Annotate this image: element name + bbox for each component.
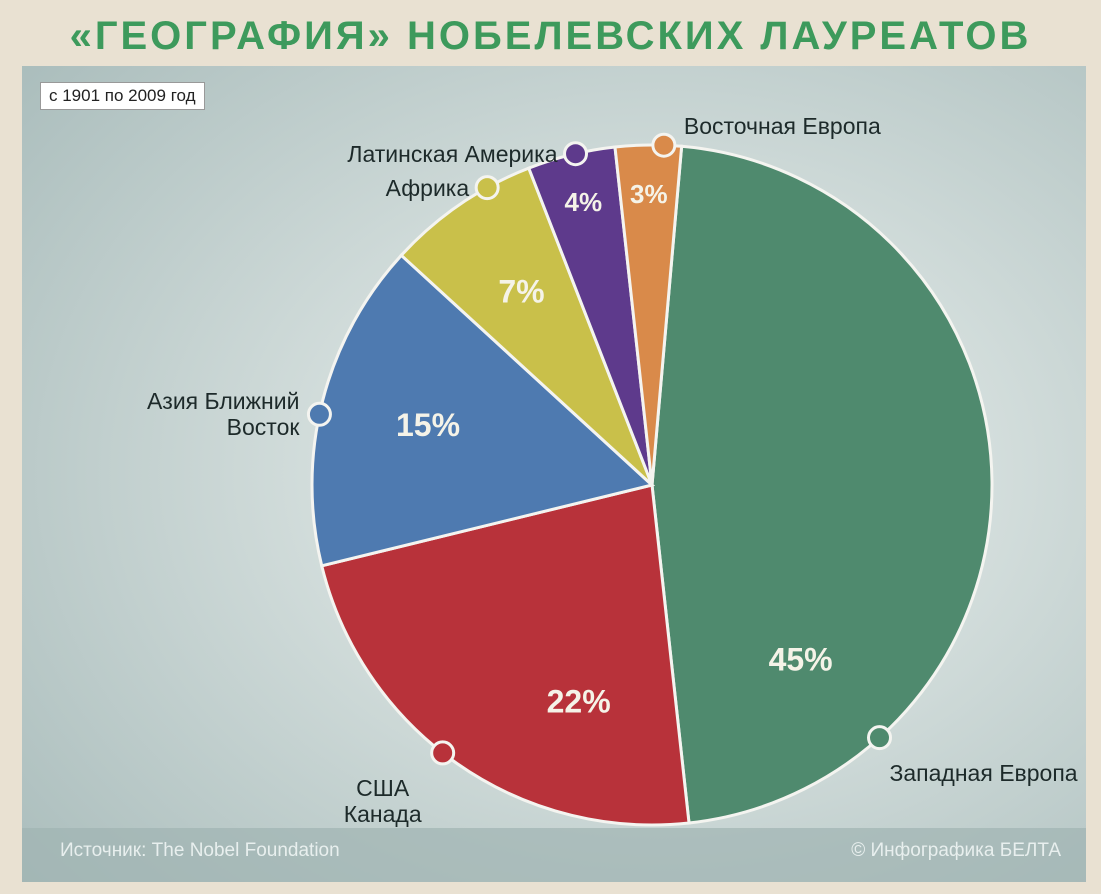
value-label: 7% <box>498 274 544 310</box>
legend-dot <box>651 132 677 158</box>
value-label: 45% <box>769 642 833 678</box>
value-label: 4% <box>565 187 603 217</box>
legend-dot <box>563 141 589 167</box>
pie-slice <box>613 143 684 486</box>
legend-dot <box>306 401 332 427</box>
category-label: Азия Ближний Восток <box>146 388 300 441</box>
legend-dot <box>430 740 456 766</box>
value-label: 3% <box>630 179 668 209</box>
category-label: США Канада <box>343 774 422 827</box>
legend-dot <box>474 175 500 201</box>
pie-slice <box>399 166 654 487</box>
chart-title: «ГЕОГРАФИЯ» НОБЕЛЕВСКИХ ЛАУРЕАТОВ <box>69 14 1032 58</box>
pie-slice <box>650 144 994 825</box>
source: Источник: The Nobel Foundation <box>60 840 340 861</box>
credit: © Инфографика БЕЛТА <box>851 840 1061 861</box>
footer-band <box>22 828 1086 882</box>
value-label: 22% <box>547 684 611 720</box>
value-label: 15% <box>396 407 460 443</box>
pie: 45% 22% 15% 7% 4% 3% <box>306 132 994 827</box>
legend-dot <box>867 725 893 751</box>
chart-subtitle: с 1901 по 2009 год <box>40 82 205 110</box>
category-label: Африка <box>385 174 470 201</box>
category-label: Западная Европа <box>889 759 1078 786</box>
pie-slice <box>310 253 656 568</box>
pie-slice <box>319 483 691 827</box>
category-label: Восточная Европа <box>683 113 881 140</box>
category-label: Латинская Америка <box>347 140 558 167</box>
